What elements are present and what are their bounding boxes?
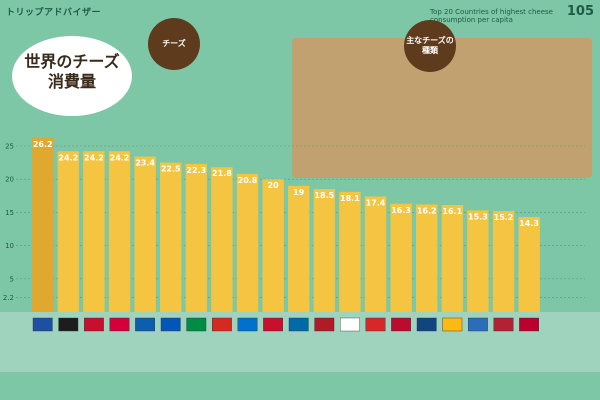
bar — [262, 179, 284, 312]
brand-logo: トリップアドバイザー — [6, 7, 102, 18]
bar — [32, 138, 54, 312]
bar — [518, 217, 540, 312]
country-flag — [109, 317, 130, 332]
country-flag — [314, 317, 335, 332]
bar — [441, 205, 463, 312]
y-tick-label: 10 — [5, 242, 14, 250]
bar — [185, 163, 207, 312]
country-flag — [288, 317, 309, 332]
bar-value-label: 22.5 — [161, 165, 181, 174]
bar — [108, 151, 131, 312]
bar-value-label: 15.3 — [468, 212, 488, 221]
circle-cheese: チーズ — [148, 18, 200, 70]
bar-value-label: 22.3 — [186, 166, 206, 175]
bar-value-label: 26.2 — [33, 140, 53, 149]
bar — [134, 156, 156, 312]
country-flag — [493, 317, 514, 332]
bar-value-label: 20 — [268, 181, 280, 190]
subtitle-en: Top 20 Countries of highest cheese consu… — [430, 8, 553, 24]
country-flag — [237, 317, 258, 332]
bar-value-label: 16.2 — [417, 206, 437, 215]
bar — [160, 162, 182, 312]
country-flag — [468, 317, 488, 332]
bar — [211, 167, 233, 312]
bar-value-label: 21.8 — [212, 169, 232, 178]
bar-value-label: 16.1 — [442, 207, 462, 216]
bar-value-label: 19 — [293, 188, 305, 197]
bar — [83, 151, 105, 312]
country-flag — [442, 317, 463, 332]
bar-value-label: 24.2 — [84, 153, 104, 162]
country-flag — [263, 317, 283, 332]
bar — [390, 203, 412, 312]
circle-types: 主なチーズの種類 — [404, 20, 456, 72]
y-tick-label: 20 — [5, 176, 14, 184]
country-flag — [519, 317, 540, 332]
y-tick-label: 15 — [5, 209, 14, 217]
country-flag — [391, 317, 411, 332]
bar-value-label: 24.2 — [110, 153, 130, 162]
country-flag — [186, 317, 207, 332]
bar — [364, 196, 387, 312]
country-flag — [365, 317, 386, 332]
country-flag — [416, 317, 437, 332]
bar — [236, 173, 259, 312]
bar-value-label: 15.2 — [494, 213, 514, 222]
country-flag — [160, 317, 181, 332]
country-flag — [135, 317, 155, 332]
bar — [416, 204, 438, 312]
y-tick-label: 2.2 — [3, 294, 14, 302]
bar-value-label: 18.1 — [340, 194, 360, 203]
bar — [467, 210, 489, 312]
top-bar: トリップアドバイザー — [0, 0, 600, 22]
bar — [57, 151, 79, 312]
bar — [313, 189, 335, 312]
country-flag — [58, 317, 79, 332]
page-number: 105 — [566, 4, 594, 19]
main-title: 世界のチーズ消費量 — [12, 36, 132, 116]
bar — [339, 191, 361, 312]
y-tick-label: 5 — [10, 275, 14, 283]
country-flag — [32, 317, 53, 332]
y-tick-label: 25 — [5, 143, 14, 151]
country-flag — [211, 317, 232, 332]
bar-value-label: 24.2 — [58, 153, 78, 162]
bar-value-label: 20.8 — [238, 176, 258, 185]
bar-value-label: 18.5 — [314, 191, 334, 200]
bar-value-label: 14.3 — [519, 219, 539, 228]
country-flag — [83, 317, 104, 332]
bar-value-label: 17.4 — [366, 198, 386, 207]
country-flag — [340, 317, 360, 332]
bar-value-label: 23.4 — [135, 159, 155, 168]
bar-value-label: 16.3 — [391, 206, 411, 215]
bar — [288, 185, 310, 312]
bar — [492, 211, 515, 312]
